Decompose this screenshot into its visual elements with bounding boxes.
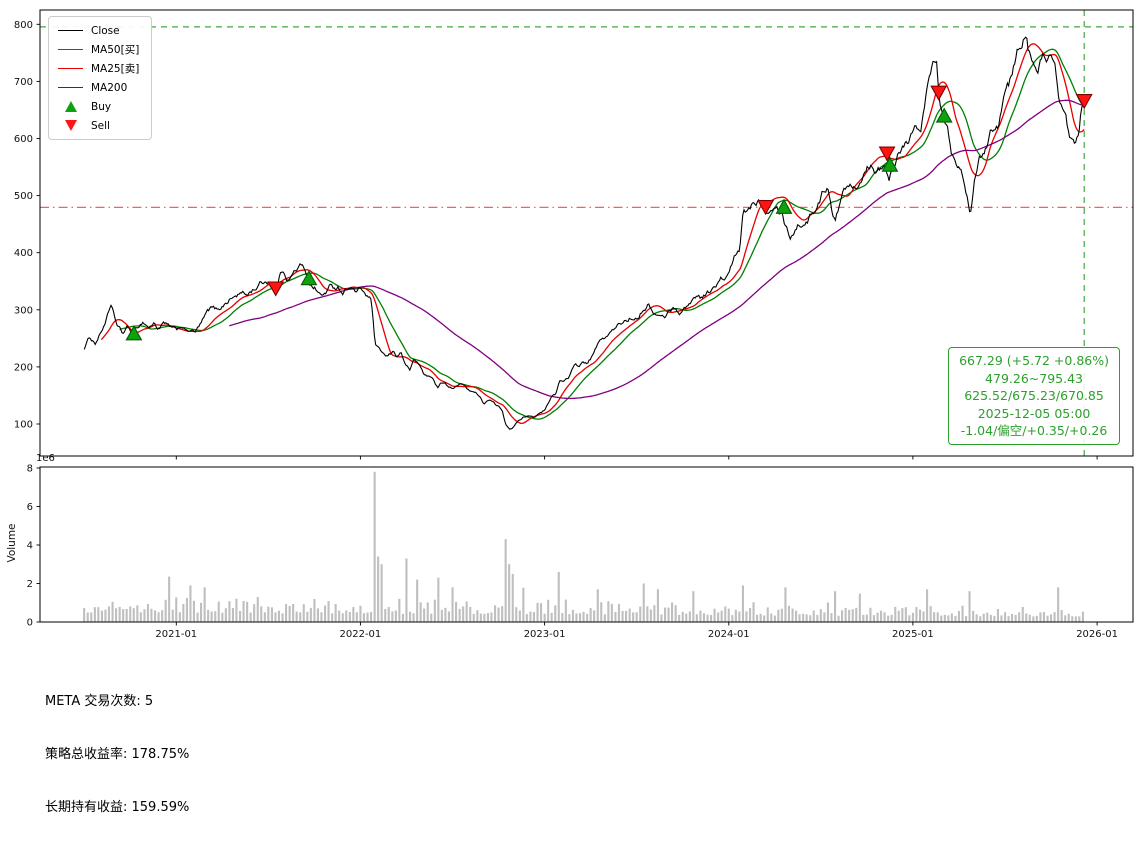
volume-scale-label: 1e6 <box>36 453 55 464</box>
price-y-tick-label: 300 <box>14 305 33 316</box>
info-box-line: -1.04/偏空/+0.35/+0.26 <box>960 423 1108 439</box>
legend-item-close: Close <box>57 24 139 37</box>
line-ma200 <box>229 99 1085 400</box>
x-tick-label: 2023-01 <box>524 629 566 640</box>
volume-plot-border <box>39 466 1134 623</box>
price-y-tick-label: 400 <box>14 248 33 259</box>
legend-item-buy: Buy <box>57 100 139 113</box>
sell-marker <box>1075 94 1093 110</box>
legend-item-ma25: MA25[卖] <box>57 62 139 75</box>
legend-line-swatch <box>57 87 84 88</box>
volume-bars <box>83 471 1084 622</box>
price-plot-border <box>39 9 1134 457</box>
volume-y-tick-label: 8 <box>27 464 33 475</box>
info-box-line: 625.52/675.23/670.85 <box>964 388 1104 404</box>
x-tick-label: 2021-01 <box>155 629 197 640</box>
price-y-tick-label: 700 <box>14 77 33 88</box>
info-box-line: 479.26~795.43 <box>985 370 1083 386</box>
sell-marker <box>878 146 896 162</box>
volume-y-tick-label: 2 <box>27 579 33 590</box>
x-tick-label: 2024-01 <box>708 629 750 640</box>
legend-label: Buy <box>91 100 112 113</box>
legend-item-sell: Sell <box>57 119 139 132</box>
chart-legend: Close MA50[买] MA25[卖] MA200 Buy Sell <box>48 16 153 140</box>
legend-line-swatch <box>57 68 84 69</box>
quote-info-box: 667.29 (+5.72 +0.86%) 479.26~795.43 625.52… <box>948 347 1120 445</box>
strategy-summary: META 交易次数: 5 策略总收益率: 178.75% 长期持有收益: 159… <box>45 657 511 852</box>
strategy-return-text: 策略总收益率: 178.75% <box>45 746 190 762</box>
legend-item-ma200: MA200 <box>57 81 139 94</box>
sell-markers <box>267 85 1093 297</box>
price-y-tick-label: 600 <box>14 134 33 145</box>
x-tick-label: 2025-01 <box>892 629 934 640</box>
legend-line-swatch <box>57 30 84 31</box>
x-tick-label: 2026-01 <box>1076 629 1118 640</box>
buyhold-return-text: 长期持有收益: 159.59% <box>45 800 190 816</box>
volume-axis-label: Volume <box>6 523 18 563</box>
legend-label: MA200 <box>91 81 128 94</box>
line-ma50 <box>119 48 1085 420</box>
legend-label: Sell <box>91 119 110 132</box>
info-box-line: 667.29 (+5.72 +0.86%) <box>959 353 1109 368</box>
line-close <box>83 36 1085 430</box>
price-y-tick-label: 500 <box>14 191 33 202</box>
sell-marker <box>757 200 775 216</box>
legend-label: Close <box>91 24 120 37</box>
buy-marker <box>300 270 318 286</box>
price-y-tick-label: 800 <box>14 20 33 31</box>
sell-triangle-icon <box>57 120 84 131</box>
trades-count-text: META 交易次数: 5 <box>45 693 154 709</box>
legend-line-swatch <box>57 49 84 50</box>
info-box-line: 2025-12-05 05:00 <box>977 405 1091 421</box>
line-ma25 <box>100 43 1085 425</box>
legend-item-ma50: MA50[买] <box>57 43 139 56</box>
volume-y-tick-label: 4 <box>27 541 33 552</box>
buy-marker <box>935 107 953 123</box>
buy-triangle-icon <box>57 101 84 112</box>
x-tick-label: 2022-01 <box>340 629 382 640</box>
sell-marker <box>267 281 285 297</box>
volume-y-tick-label: 6 <box>27 502 33 513</box>
legend-label: MA50[买] <box>91 44 140 56</box>
buy-marker <box>775 198 793 214</box>
legend-label: MA25[卖] <box>91 63 140 75</box>
buy-markers <box>125 107 953 341</box>
price-y-tick-label: 200 <box>14 362 33 373</box>
buy-marker <box>125 325 143 341</box>
volume-y-tick-label: 0 <box>27 618 33 629</box>
buy-marker <box>881 156 899 172</box>
price-y-tick-label: 100 <box>14 420 33 431</box>
sell-marker <box>930 85 948 101</box>
